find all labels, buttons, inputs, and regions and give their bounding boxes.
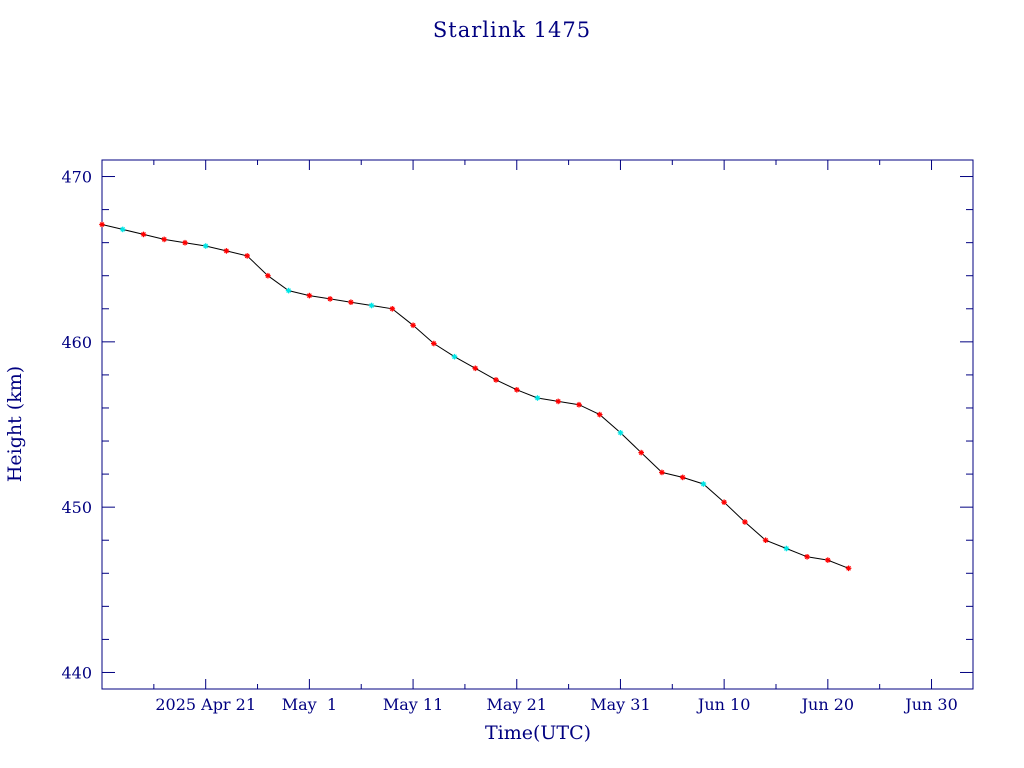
y-tick-label: 470 xyxy=(61,168,92,187)
marker-stroke xyxy=(307,293,312,298)
data-point xyxy=(659,469,665,476)
y-tick-label: 450 xyxy=(61,498,92,517)
data-point xyxy=(430,340,437,347)
marker-stroke xyxy=(742,519,748,525)
x-tick-label: Jun 20 xyxy=(800,695,854,714)
data-point xyxy=(161,236,167,243)
marker-stroke xyxy=(804,554,810,560)
marker-stroke xyxy=(701,481,706,487)
marker-stroke xyxy=(535,395,540,401)
marker-stroke xyxy=(182,240,188,246)
marker-stroke xyxy=(224,248,229,254)
plot-frame xyxy=(101,159,974,690)
data-point xyxy=(638,449,645,456)
marker-stroke xyxy=(348,299,354,305)
marker-stroke xyxy=(638,450,644,455)
x-tick-label: May 11 xyxy=(383,695,443,714)
marker-stroke xyxy=(721,499,727,505)
data-point xyxy=(700,481,707,487)
data-point xyxy=(721,499,727,506)
marker-stroke xyxy=(244,253,250,259)
data-point xyxy=(513,386,520,393)
marker-stroke xyxy=(161,237,167,242)
data-point xyxy=(493,377,499,383)
marker-stroke xyxy=(846,565,851,571)
marker-stroke xyxy=(120,227,126,232)
marker-stroke xyxy=(763,537,768,543)
marker-stroke xyxy=(514,387,520,393)
y-axis-label: Height (km) xyxy=(4,366,26,482)
data-point xyxy=(265,272,271,279)
data-point xyxy=(617,429,624,436)
data-point xyxy=(140,231,147,238)
x-axis-label: Time(UTC) xyxy=(485,722,591,744)
data-point xyxy=(824,557,831,563)
marker-stroke xyxy=(265,273,271,279)
marker-stroke xyxy=(452,354,457,360)
series-line xyxy=(101,224,849,569)
data-point xyxy=(679,474,686,481)
marker-stroke xyxy=(203,243,209,249)
marker-stroke xyxy=(597,412,603,417)
x-tick-label: Jun 10 xyxy=(696,695,750,714)
marker-stroke xyxy=(99,222,105,227)
data-point xyxy=(576,401,582,408)
data-point xyxy=(534,395,541,401)
data-point xyxy=(451,353,458,360)
marker-stroke xyxy=(555,399,561,404)
data-point xyxy=(223,248,230,254)
marker-stroke xyxy=(286,288,291,293)
marker-stroke xyxy=(825,557,831,563)
marker-stroke xyxy=(141,232,146,237)
data-point xyxy=(285,287,292,294)
marker-stroke xyxy=(680,475,686,480)
data-point xyxy=(119,226,126,233)
data-point xyxy=(742,519,748,525)
ticks xyxy=(101,160,973,689)
marker-stroke xyxy=(327,296,333,302)
marker-stroke xyxy=(369,303,374,308)
tick-labels: 2025 Apr 21 May 1 May 11 May 21 May 31 Jun 10… xyxy=(61,168,957,714)
data-point xyxy=(182,239,188,246)
series xyxy=(99,221,852,572)
marker-stroke xyxy=(659,470,665,475)
data-point xyxy=(202,243,209,249)
data-point xyxy=(845,565,852,572)
marker-stroke xyxy=(410,322,416,328)
data-point xyxy=(783,545,790,552)
chart-title: Starlink 1475 xyxy=(433,18,591,42)
y-tick-label: 440 xyxy=(61,663,92,682)
data-point xyxy=(410,322,416,329)
data-point xyxy=(555,398,562,405)
data-point xyxy=(368,302,375,309)
x-tick-label: May 21 xyxy=(487,695,547,714)
marker-stroke xyxy=(472,365,478,371)
marker-stroke xyxy=(576,402,582,408)
data-point xyxy=(244,253,250,259)
y-tick-label: 460 xyxy=(61,333,92,352)
data-point xyxy=(762,537,769,544)
marker-stroke xyxy=(618,430,623,436)
x-tick-label: 2025 Apr 21 xyxy=(155,695,256,714)
axes xyxy=(101,159,974,690)
data-point xyxy=(99,221,105,228)
marker-stroke xyxy=(784,546,789,551)
marker-stroke xyxy=(389,306,395,312)
x-tick-label: Jun 30 xyxy=(903,695,957,714)
x-tick-label: May 1 xyxy=(282,695,337,714)
data-point xyxy=(306,292,313,299)
data-point xyxy=(804,553,810,560)
marker-stroke xyxy=(431,341,437,346)
x-tick-label: May 31 xyxy=(590,695,650,714)
marker-stroke xyxy=(493,377,499,383)
data-point xyxy=(472,365,479,372)
data-point xyxy=(348,299,354,306)
data-point xyxy=(596,411,603,418)
data-point xyxy=(389,305,396,312)
data-point xyxy=(327,296,333,302)
